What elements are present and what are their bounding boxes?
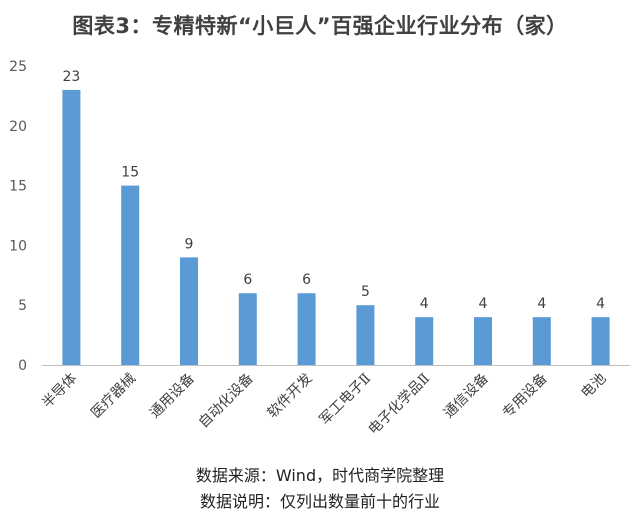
explain-note: 数据说明：仅列出数量前十的行业 (199, 492, 440, 511)
bar-4 (238, 293, 257, 365)
category-label-7: 电子化学品Ⅱ (365, 371, 433, 439)
bar-1 (62, 89, 81, 366)
value-label-5: 6 (302, 272, 311, 288)
y-tick-label-20: 20 (9, 119, 27, 135)
value-label-6: 5 (361, 284, 370, 300)
category-label-2: 医疗器械 (88, 371, 139, 422)
value-label-7: 4 (420, 296, 429, 312)
category-label-5: 软件开发 (265, 371, 316, 422)
bar-8 (474, 317, 492, 365)
y-tick-label-5: 5 (18, 298, 27, 314)
category-label-6: 军工电子Ⅱ (317, 371, 375, 429)
category-label-1: 半导体 (39, 371, 80, 412)
value-label-4: 6 (243, 272, 252, 288)
value-label-1: 23 (62, 69, 80, 85)
bar-10 (591, 317, 610, 365)
category-label-8: 通信设备 (440, 370, 492, 422)
bar-5 (297, 293, 316, 365)
y-tick-label-0: 0 (18, 358, 27, 374)
bar-3 (180, 257, 198, 365)
value-label-10: 4 (596, 296, 605, 312)
category-label-3: 通用设备 (146, 370, 198, 422)
bar-9 (532, 317, 551, 365)
y-tick-label-15: 15 (9, 179, 27, 195)
category-label-10: 电池 (578, 371, 609, 402)
y-tick-label-10: 10 (9, 238, 27, 254)
bar-2 (121, 185, 140, 365)
bar-chart: 0 5 10 15 20 25 23 半导体 15 医疗器械 9 通用设备 6 自动化设备 6 软件开发 5 军工… (9, 59, 630, 439)
value-label-9: 4 (537, 296, 546, 312)
category-label-9: 专用设备 (499, 370, 551, 422)
value-label-8: 4 (479, 296, 488, 312)
value-label-2: 15 (121, 165, 139, 181)
y-tick-label-25: 25 (9, 59, 27, 75)
chart-title: 图表3：专精特新“小巨人”百强企业行业分布（家） (72, 14, 568, 38)
value-label-3: 9 (185, 236, 194, 252)
bar-7 (415, 317, 434, 365)
source-note: 数据来源：Wind，时代商学院整理 (195, 466, 445, 485)
category-label-4: 自动化设备 (195, 370, 257, 432)
bar-6 (356, 305, 375, 365)
